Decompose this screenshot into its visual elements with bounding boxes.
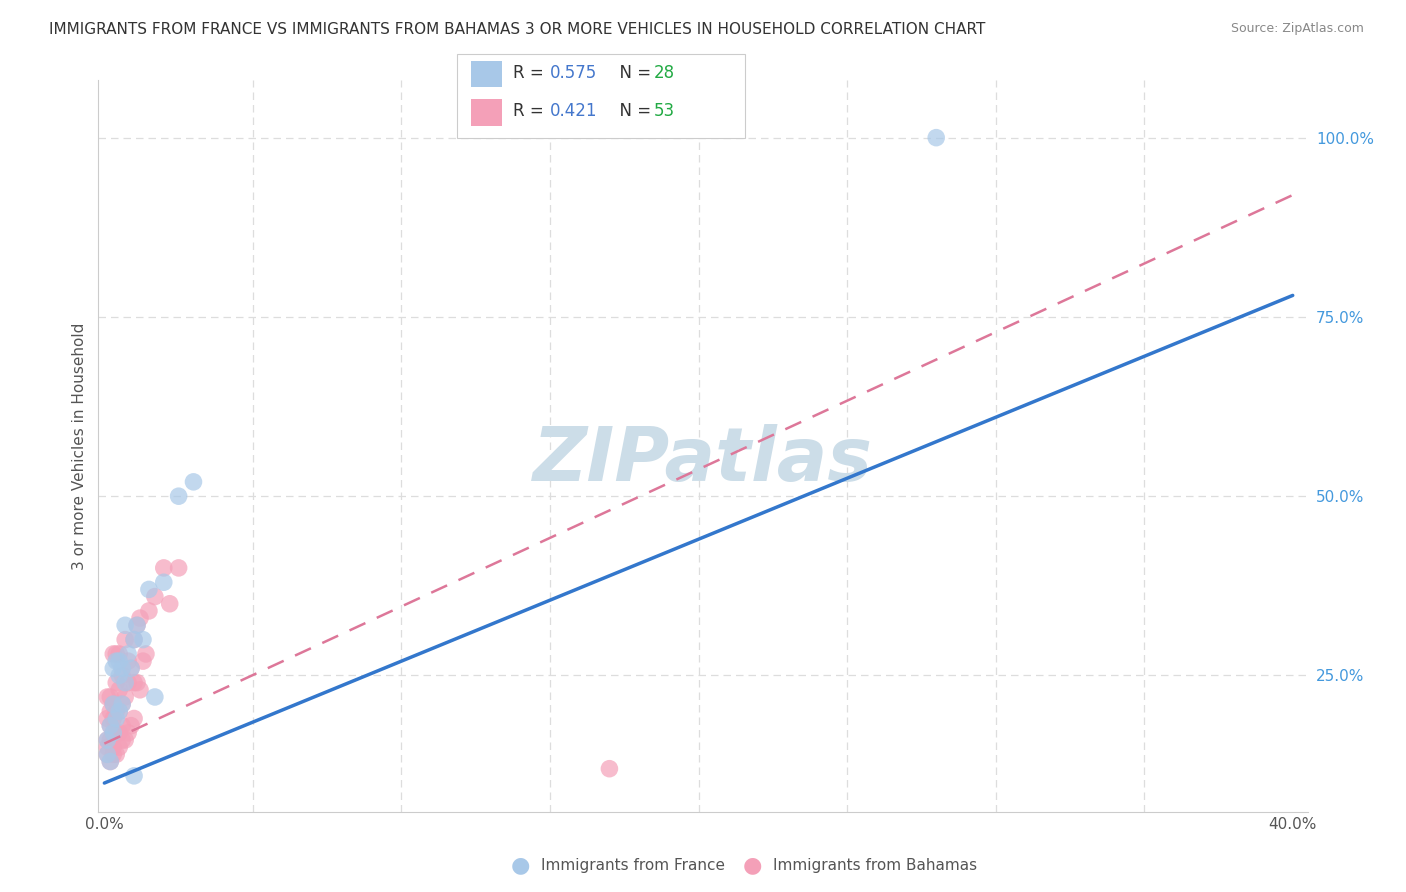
Point: [143, 690, 166, 704]
Point: [98, 719, 121, 733]
Point: [98, 704, 121, 718]
Point: [108, 740, 131, 755]
Point: [143, 590, 166, 604]
Point: [114, 632, 136, 647]
Point: [114, 675, 136, 690]
Point: [103, 740, 125, 755]
Point: [111, 668, 134, 682]
Point: [105, 675, 128, 690]
Text: 0.575: 0.575: [550, 63, 598, 82]
Point: [138, 582, 160, 597]
Point: [98, 755, 121, 769]
Point: [103, 711, 125, 725]
Point: [111, 697, 134, 711]
Point: [96, 747, 118, 762]
Point: [114, 733, 136, 747]
Point: [96, 690, 118, 704]
Point: [132, 632, 155, 647]
Point: [135, 647, 157, 661]
Point: [129, 611, 152, 625]
Point: [114, 690, 136, 704]
Point: [132, 654, 155, 668]
Point: [108, 726, 131, 740]
Point: [108, 654, 131, 668]
Point: [105, 711, 128, 725]
Point: [138, 604, 160, 618]
Text: IMMIGRANTS FROM FRANCE VS IMMIGRANTS FROM BAHAMAS 3 OR MORE VEHICLES IN HOUSEHOL: IMMIGRANTS FROM FRANCE VS IMMIGRANTS FRO…: [49, 22, 986, 37]
Text: ZIPatlas: ZIPatlas: [533, 424, 873, 497]
Point: [98, 755, 121, 769]
Point: [103, 661, 125, 675]
Text: Immigrants from France: Immigrants from France: [541, 858, 725, 872]
Point: [96, 733, 118, 747]
Point: [111, 733, 134, 747]
Point: [96, 740, 118, 755]
Point: [167, 561, 190, 575]
Point: [598, 762, 620, 776]
Point: [117, 675, 139, 690]
Point: [114, 618, 136, 632]
Point: [103, 697, 125, 711]
Text: ●: ●: [742, 855, 762, 875]
Point: [125, 618, 148, 632]
Point: [152, 561, 174, 575]
Point: [122, 711, 145, 725]
Text: 53: 53: [654, 102, 675, 120]
Point: [125, 618, 148, 632]
Point: [129, 682, 152, 697]
Text: R =: R =: [513, 102, 550, 120]
Point: [111, 661, 134, 675]
Point: [105, 704, 128, 718]
Point: [117, 654, 139, 668]
Y-axis label: 3 or more Vehicles in Household: 3 or more Vehicles in Household: [72, 322, 87, 570]
Point: [108, 704, 131, 718]
Text: N =: N =: [609, 63, 657, 82]
Point: [120, 661, 142, 675]
Point: [111, 719, 134, 733]
Point: [108, 647, 131, 661]
Point: [96, 733, 118, 747]
Point: [98, 719, 121, 733]
Point: [159, 597, 181, 611]
Point: [122, 769, 145, 783]
Point: [98, 733, 121, 747]
Text: ●: ●: [510, 855, 530, 875]
Point: [105, 654, 128, 668]
Point: [98, 690, 121, 704]
Point: [111, 697, 134, 711]
Point: [122, 632, 145, 647]
Point: [103, 747, 125, 762]
Text: 28: 28: [654, 63, 675, 82]
Point: [105, 647, 128, 661]
Point: [108, 704, 131, 718]
Point: [122, 632, 145, 647]
Point: [925, 130, 948, 145]
Point: [122, 675, 145, 690]
Text: Immigrants from Bahamas: Immigrants from Bahamas: [773, 858, 977, 872]
Point: [108, 682, 131, 697]
Point: [120, 719, 142, 733]
Point: [96, 711, 118, 725]
Text: N =: N =: [609, 102, 657, 120]
Point: [117, 726, 139, 740]
Point: [103, 697, 125, 711]
Point: [117, 647, 139, 661]
Point: [105, 747, 128, 762]
Point: [120, 661, 142, 675]
Point: [125, 675, 148, 690]
Point: [183, 475, 205, 489]
Point: [167, 489, 190, 503]
Point: [103, 647, 125, 661]
Point: [152, 575, 174, 590]
Point: [105, 726, 128, 740]
Point: [108, 668, 131, 682]
Point: [103, 726, 125, 740]
Text: Source: ZipAtlas.com: Source: ZipAtlas.com: [1230, 22, 1364, 36]
Point: [103, 726, 125, 740]
Text: R =: R =: [513, 63, 550, 82]
Point: [96, 747, 118, 762]
Text: 0.421: 0.421: [550, 102, 598, 120]
